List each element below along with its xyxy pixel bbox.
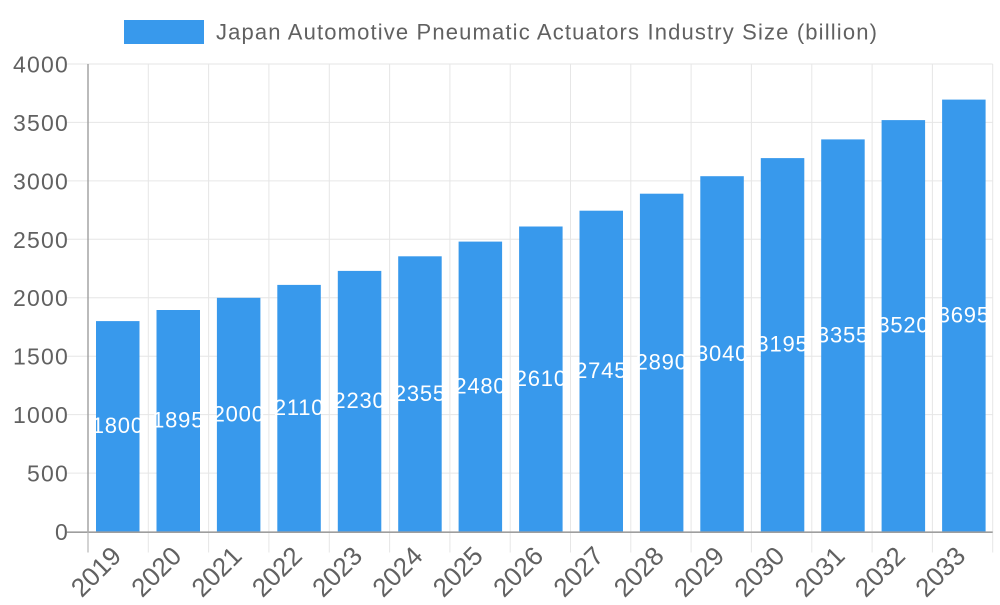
svg-text:4000: 4000: [13, 52, 69, 78]
svg-text:3195: 3195: [756, 332, 808, 357]
svg-text:2500: 2500: [13, 227, 69, 253]
svg-text:500: 500: [27, 461, 69, 487]
svg-text:3520: 3520: [877, 313, 929, 338]
svg-text:3695: 3695: [938, 303, 990, 328]
svg-text:2745: 2745: [575, 358, 627, 383]
svg-text:0: 0: [55, 519, 69, 545]
svg-text:2610: 2610: [515, 366, 567, 391]
svg-text:2355: 2355: [394, 381, 446, 406]
svg-text:1500: 1500: [13, 344, 69, 370]
svg-text:3000: 3000: [13, 168, 69, 194]
svg-text:Japan Automotive Pneumatic Act: Japan Automotive Pneumatic Actuators Ind…: [216, 20, 878, 45]
svg-text:2000: 2000: [213, 402, 265, 427]
svg-text:2480: 2480: [454, 374, 506, 399]
svg-text:3500: 3500: [13, 110, 69, 136]
svg-text:2110: 2110: [274, 395, 325, 420]
svg-text:2000: 2000: [13, 285, 69, 311]
svg-text:3355: 3355: [817, 322, 869, 347]
svg-text:1895: 1895: [152, 408, 204, 433]
svg-text:2890: 2890: [636, 350, 688, 375]
svg-text:2230: 2230: [333, 388, 385, 413]
svg-text:1800: 1800: [92, 413, 144, 438]
svg-text:3040: 3040: [696, 341, 748, 366]
svg-text:1000: 1000: [13, 402, 69, 428]
